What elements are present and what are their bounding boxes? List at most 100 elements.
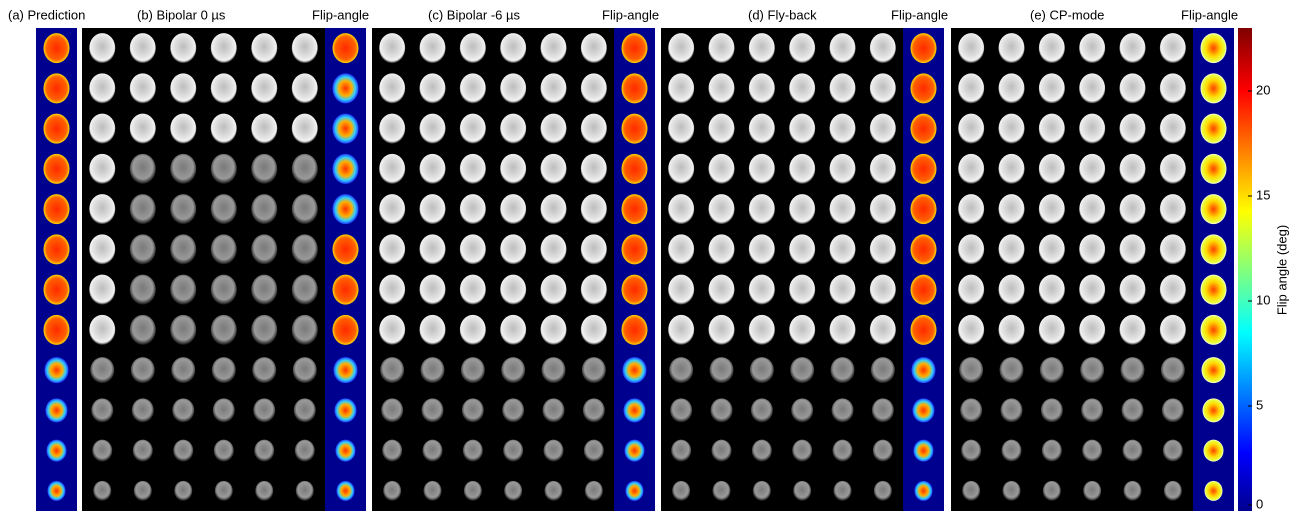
mri-slice bbox=[749, 73, 775, 103]
map-slice bbox=[623, 357, 647, 383]
mri-slice bbox=[830, 114, 856, 144]
mri-slice bbox=[870, 114, 896, 144]
mri-slice bbox=[830, 275, 856, 305]
panel-title: (c) Bipolar -6 µs bbox=[428, 7, 521, 22]
mri-slice bbox=[211, 154, 237, 184]
map-title: Flip-angle bbox=[602, 7, 659, 22]
mri-slice bbox=[712, 440, 732, 462]
mri-slice bbox=[671, 440, 691, 462]
map-slice bbox=[911, 194, 937, 224]
map-slice bbox=[333, 194, 359, 224]
map-slice bbox=[625, 440, 645, 462]
mri-slice bbox=[1039, 194, 1065, 224]
mri-slice bbox=[541, 114, 567, 144]
mri-slice bbox=[544, 440, 564, 462]
mri-slice bbox=[421, 357, 445, 383]
mri-slice bbox=[383, 481, 401, 501]
map-slice bbox=[44, 114, 70, 144]
mri-slice bbox=[789, 234, 815, 264]
mri-slice bbox=[1123, 440, 1143, 462]
mri-slice bbox=[89, 234, 115, 264]
mri-slice bbox=[500, 73, 526, 103]
mri-slice bbox=[1122, 398, 1144, 422]
mri-slice bbox=[541, 73, 567, 103]
mri-slice bbox=[541, 315, 567, 345]
map-slice bbox=[333, 154, 359, 184]
mri-slice bbox=[1120, 154, 1146, 184]
mri-slice bbox=[751, 398, 773, 422]
mri-slice bbox=[789, 33, 815, 63]
mri-slice bbox=[999, 315, 1025, 345]
mri-slice bbox=[753, 481, 771, 501]
mri-slice bbox=[1039, 154, 1065, 184]
mri-slice bbox=[1160, 114, 1186, 144]
mri-slice bbox=[211, 315, 237, 345]
image-panel bbox=[372, 28, 614, 511]
mri-slice bbox=[1160, 33, 1186, 63]
mri-slice bbox=[292, 194, 318, 224]
map-slice bbox=[333, 73, 359, 103]
mri-slice bbox=[668, 33, 694, 63]
mri-slice bbox=[1080, 357, 1104, 383]
mri-slice bbox=[89, 73, 115, 103]
mri-slice bbox=[1079, 154, 1105, 184]
mri-slice bbox=[460, 315, 486, 345]
mri-slice bbox=[581, 73, 607, 103]
mri-slice bbox=[1120, 275, 1146, 305]
mri-slice bbox=[460, 275, 486, 305]
mri-slice bbox=[1039, 234, 1065, 264]
mri-slice bbox=[500, 194, 526, 224]
map-slice bbox=[622, 114, 648, 144]
mri-slice bbox=[133, 440, 153, 462]
map-slice bbox=[911, 275, 937, 305]
mri-slice bbox=[212, 357, 236, 383]
mri-slice bbox=[709, 234, 735, 264]
mri-slice bbox=[1041, 398, 1063, 422]
mri-slice bbox=[668, 154, 694, 184]
mri-slice bbox=[709, 154, 735, 184]
mri-slice bbox=[89, 33, 115, 63]
mri-slice bbox=[789, 73, 815, 103]
mri-slice bbox=[749, 114, 775, 144]
mri-slice bbox=[709, 73, 735, 103]
map-slice bbox=[911, 315, 937, 345]
mri-slice bbox=[581, 315, 607, 345]
mri-slice bbox=[174, 481, 192, 501]
mri-slice bbox=[789, 154, 815, 184]
mri-slice bbox=[420, 275, 446, 305]
mri-slice bbox=[833, 440, 853, 462]
mri-slice bbox=[958, 114, 984, 144]
mri-slice bbox=[709, 275, 735, 305]
mri-slice bbox=[131, 357, 155, 383]
mri-slice bbox=[874, 481, 892, 501]
mri-slice bbox=[870, 234, 896, 264]
map-slice bbox=[45, 357, 69, 383]
mri-slice bbox=[251, 275, 277, 305]
map-slice bbox=[335, 398, 357, 422]
mri-slice bbox=[581, 154, 607, 184]
mri-slice bbox=[170, 33, 196, 63]
mri-slice bbox=[292, 33, 318, 63]
mri-slice bbox=[91, 398, 113, 422]
mri-slice bbox=[1120, 194, 1146, 224]
mri-slice bbox=[130, 154, 156, 184]
mri-slice bbox=[959, 357, 983, 383]
mri-slice bbox=[873, 440, 893, 462]
mri-slice bbox=[93, 481, 111, 501]
mri-slice bbox=[460, 114, 486, 144]
colorbar-tick-label: 15 bbox=[1256, 187, 1270, 202]
map-slice bbox=[44, 73, 70, 103]
image-grid bbox=[36, 28, 1234, 511]
mri-slice bbox=[830, 234, 856, 264]
mri-slice bbox=[1003, 481, 1021, 501]
map-slice bbox=[911, 234, 937, 264]
mri-slice bbox=[1079, 234, 1105, 264]
map-slice bbox=[1204, 440, 1224, 462]
map-slice bbox=[47, 440, 67, 462]
mri-slice bbox=[292, 234, 318, 264]
mri-slice bbox=[789, 194, 815, 224]
mri-slice bbox=[92, 440, 112, 462]
mri-slice bbox=[582, 357, 606, 383]
mri-slice bbox=[460, 73, 486, 103]
map-slice bbox=[1201, 234, 1227, 264]
